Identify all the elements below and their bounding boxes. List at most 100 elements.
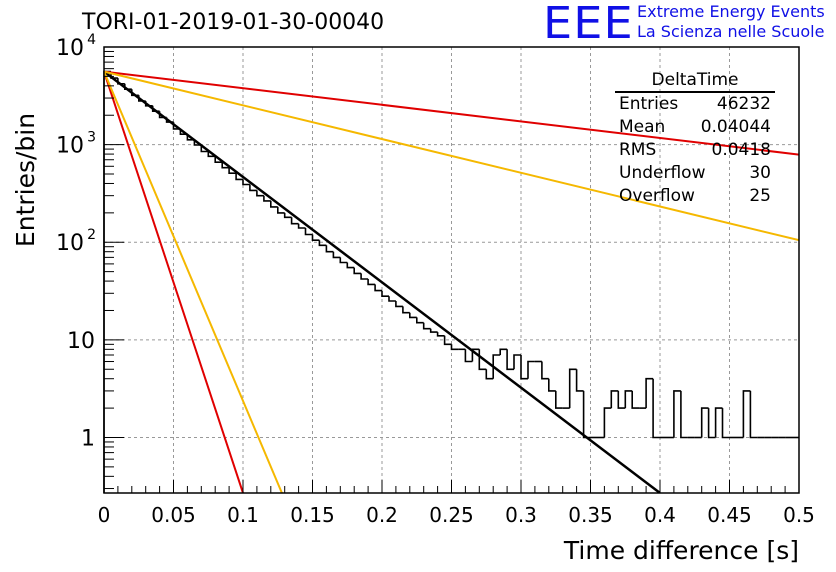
histogram-bin (346, 262, 355, 269)
x-tick-label: 0.25 (429, 503, 474, 527)
stats-row-underflow: Underflow 30 (611, 162, 781, 185)
histogram-bin (200, 145, 209, 153)
histogram-bin (332, 251, 341, 259)
stats-value: 25 (749, 186, 771, 206)
fit-line (104, 70, 661, 493)
histogram-bin (749, 390, 758, 439)
histogram-bin (714, 407, 723, 438)
x-tick-label: 0.4 (644, 503, 676, 527)
fit-lines-layer (104, 70, 799, 493)
histogram-bin (548, 378, 556, 392)
histogram-bin (325, 245, 334, 253)
y-tick-exponent: 3 (87, 130, 96, 146)
logo-caption-line-1: Extreme Energy Events (637, 2, 825, 21)
fit-line (104, 70, 799, 242)
histogram-bin (221, 162, 230, 169)
stats-row-rms: RMS 0.0418 (611, 139, 781, 162)
y-tick-label: 10 (67, 329, 95, 354)
histogram-bin (422, 322, 431, 330)
stats-label: Overflow (619, 186, 695, 206)
stats-value: 46232 (716, 94, 771, 114)
histogram-bin (117, 78, 125, 85)
histogram-bin (624, 390, 633, 409)
histogram-bin (464, 349, 473, 363)
x-axis-label: Time difference [s] (563, 536, 799, 565)
y-tick-label: 10 (56, 134, 84, 159)
stats-value: 0.0418 (711, 140, 771, 160)
histogram-bin (485, 369, 494, 380)
logo-caption: Extreme Energy Events La Scienza nelle S… (637, 2, 825, 42)
histogram-bin (263, 195, 271, 202)
histogram-bin (353, 267, 362, 275)
histogram-bin (499, 348, 508, 355)
histogram-bin (318, 240, 327, 247)
histogram-bin (270, 200, 278, 208)
stats-label: RMS (619, 140, 657, 160)
histogram-bin (207, 151, 216, 158)
stats-box: DeltaTime Entries 46232 Mean 0.04044 RMS… (611, 69, 781, 208)
histogram-bin (124, 83, 132, 90)
histogram-bin (402, 306, 410, 314)
x-tick-label: 0.3 (505, 503, 537, 527)
histogram-bin (277, 206, 285, 214)
histogram-bin (339, 257, 348, 264)
histogram-bin (673, 390, 681, 438)
histogram-bin (631, 390, 640, 409)
fit-line (104, 70, 799, 156)
histogram-bin (228, 167, 237, 174)
stats-label: Entries (619, 94, 679, 114)
histogram-bin (721, 408, 730, 439)
histogram-bin (645, 377, 654, 409)
histogram-bin (568, 368, 577, 409)
x-tick-label: 0.2 (366, 503, 398, 527)
y-tick-label: 1 (81, 426, 95, 451)
eee-logo: EEE (543, 0, 634, 49)
histogram-bin (409, 312, 417, 319)
axes-layer: 0 0.05 0.1 0.15 0.2 0.25 0.3 0.35 0.4 0.45 0.5 1 10 1… (56, 32, 815, 527)
histogram-bin (436, 332, 445, 337)
histogram-bin (256, 190, 264, 197)
histogram-bin (367, 279, 376, 286)
y-axis-label: Entries/bin (11, 113, 40, 247)
x-tick-label: 0.45 (707, 503, 752, 527)
x-tick-label: 0.5 (783, 503, 815, 527)
y-tick-exponent: 2 (87, 227, 96, 243)
histogram-bin (555, 390, 563, 409)
y-tick-label: 10 (56, 36, 84, 61)
logo-caption-line-2: La Scienza nelle Scuole (637, 22, 825, 41)
histogram-bin (311, 234, 320, 241)
histogram-bin (582, 390, 591, 439)
x-tick-label: 0 (98, 503, 111, 527)
histogram-bin (360, 273, 369, 280)
fit-line (104, 71, 283, 493)
stats-row-entries: Entries 46232 (611, 93, 781, 116)
histogram-bin (242, 179, 250, 186)
histogram-bin (492, 354, 501, 379)
histogram-bin (429, 328, 438, 333)
fit-line (104, 71, 244, 493)
stats-row-mean: Mean 0.04044 (611, 116, 781, 139)
histogram-bin (603, 407, 612, 438)
histogram-bin (443, 335, 452, 346)
y-tick-label: 10 (56, 231, 84, 256)
stats-row-overflow: Overflow 25 (611, 185, 781, 208)
x-tick-label: 0.15 (290, 503, 335, 527)
x-tick-label: 0.05 (151, 503, 196, 527)
grid-lines (104, 47, 799, 493)
histogram-bin (381, 290, 389, 297)
histogram-bin (707, 408, 716, 439)
histogram-bin (680, 390, 688, 439)
stats-label: Underflow (619, 163, 706, 183)
x-tick-label: 0.1 (227, 503, 259, 527)
histogram-bin (235, 173, 243, 181)
histogram-bin (575, 369, 584, 392)
histogram-bin (527, 360, 535, 379)
stats-box-title: DeltaTime (615, 69, 775, 93)
histogram-bin (652, 378, 660, 439)
histogram-bin (450, 344, 459, 351)
stats-value: 30 (749, 163, 771, 183)
histogram-bin (506, 349, 514, 371)
histogram-bin (388, 296, 396, 302)
histogram-bin (617, 390, 626, 409)
